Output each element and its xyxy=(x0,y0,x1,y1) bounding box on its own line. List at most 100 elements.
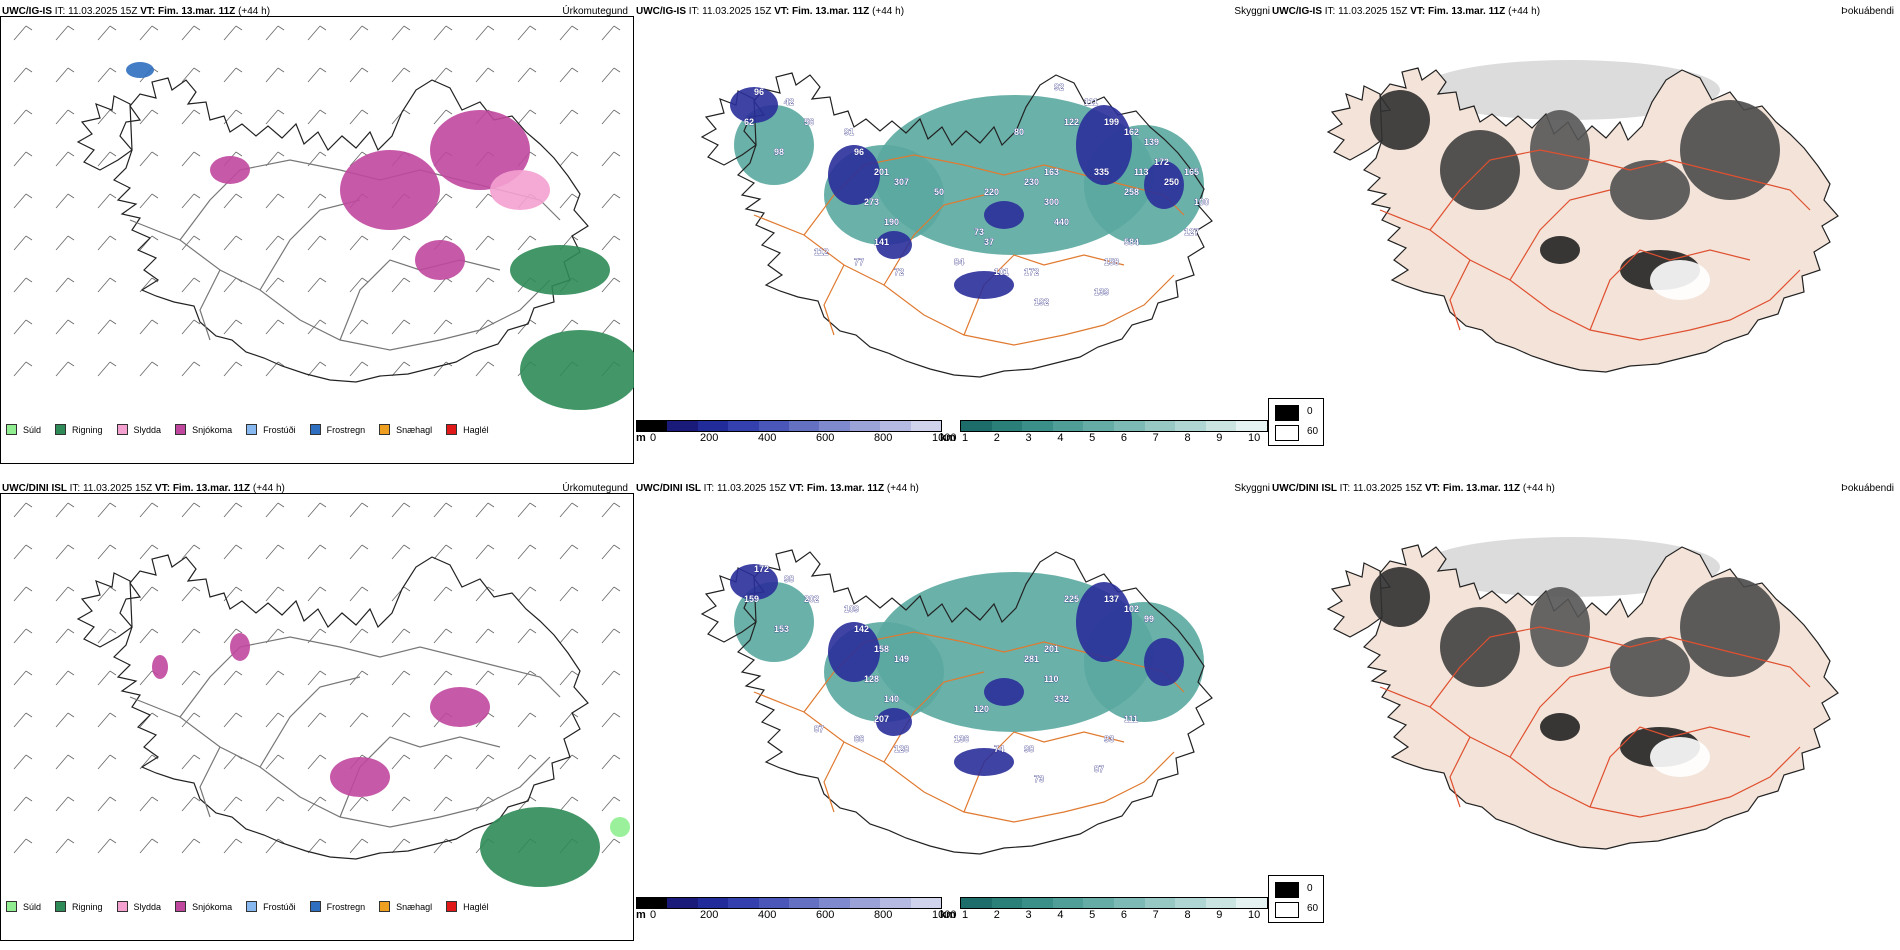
wind-barb xyxy=(517,319,537,335)
wind-barb xyxy=(391,67,411,83)
legend-label: Frostregn xyxy=(326,424,366,435)
ceiling-value-label: 162 xyxy=(1124,127,1139,137)
wind-barb xyxy=(181,502,201,518)
road-line xyxy=(259,199,361,291)
legend-label: Frostregn xyxy=(326,901,366,912)
iceland-outline xyxy=(112,554,589,860)
fog-indicator-clear xyxy=(1650,260,1710,300)
iceland-outline xyxy=(736,549,1213,855)
iceland-outline xyxy=(736,72,1213,378)
ceiling-value-label: 102 xyxy=(1124,604,1139,614)
wind-barb xyxy=(181,628,201,644)
wind-barb xyxy=(97,670,117,686)
wind-barb xyxy=(139,319,159,335)
legend-swatch xyxy=(6,424,17,435)
wind-barb xyxy=(307,109,327,125)
road-line xyxy=(823,264,845,336)
wind-barb xyxy=(559,670,579,686)
wind-barb xyxy=(55,319,75,335)
wind-barb xyxy=(55,586,75,602)
wind-barb xyxy=(265,544,285,560)
wind-barb xyxy=(391,838,411,854)
ceiling-value-label: 281 xyxy=(1024,654,1039,664)
ceiling-value-label: 307 xyxy=(894,177,909,187)
wind-barb xyxy=(55,193,75,209)
wind-barb xyxy=(601,838,621,854)
legend-swatch xyxy=(6,901,17,912)
ceiling-tick-label: 400 xyxy=(758,909,777,921)
wind-barb xyxy=(97,193,117,209)
colorbar-segment xyxy=(1052,421,1084,431)
visibility-colorbar xyxy=(960,897,1268,909)
panel-header: UWC/IG-IS IT: 11.03.2025 15Z VT: Fim. 13… xyxy=(636,6,904,17)
model-name: UWC/DINI ISL xyxy=(2,483,70,494)
wind-barb xyxy=(475,67,495,83)
model-name: UWC/DINI ISL xyxy=(1272,483,1340,494)
ceiling-tick-label: 0 xyxy=(650,909,657,921)
legend-label: Frostúði xyxy=(263,424,296,435)
freezing-rain-area xyxy=(126,62,154,78)
wind-barb xyxy=(391,796,411,812)
wind-barb xyxy=(391,754,411,770)
wind-barb xyxy=(475,586,495,602)
wind-barb xyxy=(97,544,117,560)
wind-barb xyxy=(265,319,285,335)
ceiling-value-label: 87 xyxy=(1094,764,1104,774)
fog-indicator-dark xyxy=(1540,713,1580,741)
wind-barb xyxy=(265,586,285,602)
ceiling-value-label: 56 xyxy=(804,117,814,127)
wind-barb xyxy=(307,235,327,251)
wind-barb xyxy=(349,544,369,560)
wind-barb xyxy=(307,361,327,377)
model-name: UWC/IG-IS xyxy=(2,6,55,17)
wind-barb xyxy=(601,754,621,770)
wind-barb xyxy=(601,319,621,335)
vt-value: Fim. 13.mar. 11Z xyxy=(792,6,873,17)
wind-barb xyxy=(13,544,33,560)
wind-barb xyxy=(13,712,33,728)
wind-barb xyxy=(517,586,537,602)
cloud-cover-legend: 0 60 xyxy=(1268,398,1324,446)
colorbar-segment xyxy=(1113,421,1145,431)
iceland-outline xyxy=(112,77,589,383)
ceiling-colorbar xyxy=(636,897,942,909)
colorbar-segment xyxy=(667,421,698,431)
wind-barb xyxy=(181,796,201,812)
ceiling-value-label: 98 xyxy=(1024,744,1034,754)
vt-value: Fim. 13.mar. 11Z xyxy=(172,483,253,494)
legend-swatch xyxy=(309,424,321,435)
wind-barb xyxy=(391,361,411,377)
fog-indicator-clear xyxy=(1650,737,1710,777)
wind-barb xyxy=(223,361,243,377)
precip-map-frame xyxy=(0,493,634,941)
wind-barb xyxy=(517,712,537,728)
ceiling-value-label: 172 xyxy=(1024,267,1039,277)
wind-barb xyxy=(181,838,201,854)
wind-barb xyxy=(265,670,285,686)
ceiling-value-label: 584 xyxy=(1124,237,1139,247)
wind-barb xyxy=(601,235,621,251)
ceiling-value-label: 140 xyxy=(884,694,899,704)
wind-barb xyxy=(601,544,621,560)
wind-barb xyxy=(391,319,411,335)
wind-barb xyxy=(97,109,117,125)
colorbar-segment xyxy=(849,421,881,431)
visibility-tick-label: 5 xyxy=(1089,909,1096,921)
road-line xyxy=(1589,249,1751,331)
wind-barb xyxy=(559,193,579,209)
wind-barb xyxy=(97,319,117,335)
lead-time: (+44 h) xyxy=(252,483,285,494)
low-ceiling-area xyxy=(876,231,912,259)
colorbar-segment xyxy=(728,421,759,431)
snowfall-area xyxy=(330,757,390,797)
wind-barb xyxy=(517,235,537,251)
snowfall-area xyxy=(340,150,440,230)
wind-barb xyxy=(475,628,495,644)
ceiling-value-label: 92 xyxy=(1054,82,1064,92)
wind-barb xyxy=(601,712,621,728)
ceiling-value-label: 128 xyxy=(864,674,879,684)
ceiling-value-label: 84 xyxy=(954,257,964,267)
wind-barb xyxy=(475,670,495,686)
vt-label: VT: xyxy=(1410,6,1429,17)
ceiling-value-label: 127 xyxy=(1184,227,1199,237)
